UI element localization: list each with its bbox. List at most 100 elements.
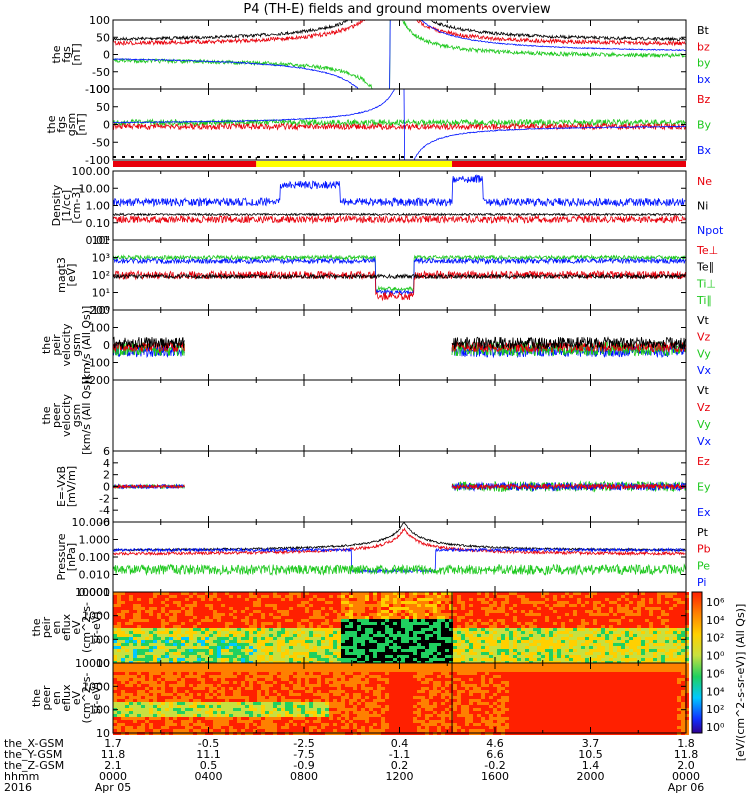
spectrogram-cell xyxy=(117,729,121,732)
spectrogram-cell xyxy=(229,595,233,598)
spectrogram-cell xyxy=(441,604,445,607)
spectrogram-cell xyxy=(373,595,377,598)
spectrogram-cell xyxy=(497,631,501,634)
spectrogram-cell xyxy=(681,622,685,625)
spectrogram-cell xyxy=(153,601,157,604)
spectrogram-cell xyxy=(425,646,429,649)
spectrogram-cell xyxy=(501,631,505,634)
spectrogram-cell xyxy=(577,619,581,622)
trace-Vt xyxy=(451,336,686,351)
spectrogram-cell xyxy=(485,628,489,631)
spectrogram-cell xyxy=(325,610,329,613)
spectrogram-cell xyxy=(229,681,233,684)
spectrogram-cell xyxy=(589,655,593,658)
spectrogram-cell xyxy=(197,601,201,604)
spectrogram-cell xyxy=(497,613,501,616)
spectrogram-cell xyxy=(137,619,141,622)
spectrogram-cell xyxy=(161,595,165,598)
spectrogram-cell xyxy=(565,616,569,619)
spectrogram-cell xyxy=(157,622,161,625)
spectrogram-cell xyxy=(501,598,505,601)
spectrogram-cell xyxy=(669,619,673,622)
spectrogram-cell xyxy=(229,705,233,708)
spectrogram-cell xyxy=(229,637,233,640)
spectrogram-cell xyxy=(393,619,397,622)
spectrogram-cell xyxy=(365,601,369,604)
spectrogram-cell xyxy=(605,655,609,658)
spectrogram-cell xyxy=(357,625,361,628)
spectrogram-cell xyxy=(349,604,353,607)
spectrogram-cell xyxy=(249,717,253,720)
spectrogram-cell xyxy=(681,640,685,643)
legend-Te⊥: Te⊥ xyxy=(696,244,718,257)
spectrogram-cell xyxy=(305,598,309,601)
spectrogram-cell xyxy=(337,634,341,637)
spectrogram-cell xyxy=(237,637,241,640)
spectrogram-cell xyxy=(505,604,509,607)
spectrogram-cell xyxy=(589,607,593,610)
spectrogram-cell xyxy=(453,619,457,622)
spectrogram-cell xyxy=(385,601,389,604)
spectrogram-cell xyxy=(533,634,537,637)
spectrogram-cell xyxy=(145,681,149,684)
spectrogram-cell xyxy=(205,711,209,714)
spectrogram-cell xyxy=(325,616,329,619)
spectrogram-cell xyxy=(237,672,241,675)
spectrogram-cell xyxy=(461,613,465,616)
spectrogram-cell xyxy=(633,604,637,607)
spectrogram-cell xyxy=(497,595,501,598)
spectrogram-cell xyxy=(597,628,601,631)
spectrogram-cell xyxy=(213,690,217,693)
spectrogram-cell xyxy=(181,726,185,729)
spectrogram-cell xyxy=(389,592,393,595)
spectrogram-cell xyxy=(417,649,421,652)
spectrogram-cell xyxy=(229,628,233,631)
spectrogram-cell xyxy=(473,616,477,619)
spectrogram-cell xyxy=(437,637,441,640)
spectrogram-cell xyxy=(461,655,465,658)
spectrogram-cell xyxy=(265,711,269,714)
spectrogram-cell xyxy=(225,652,229,655)
spectrogram-cell xyxy=(205,640,209,643)
spectrogram-cell xyxy=(433,613,437,616)
spectrogram-cell xyxy=(209,702,213,705)
spectrogram-cell xyxy=(329,622,333,625)
spectrogram-cell xyxy=(665,643,669,646)
spectrogram-cell xyxy=(113,714,117,717)
spectrogram-cell xyxy=(329,616,333,619)
spectrogram-cell xyxy=(269,613,273,616)
spectrogram-cell xyxy=(533,655,537,658)
spectrogram-cell xyxy=(585,595,589,598)
spectrogram-cell xyxy=(685,610,689,613)
spectrogram-cell xyxy=(245,705,249,708)
spectrogram-cell xyxy=(565,610,569,613)
spectrogram-cell xyxy=(657,652,661,655)
spectrogram-cell xyxy=(197,640,201,643)
spectrogram-cell xyxy=(233,652,237,655)
spectrogram-cell xyxy=(533,592,537,595)
spectrogram-cell xyxy=(457,595,461,598)
panel-peer_eflux: 10000100010010thepeerenefluxeV(cm^2-s-sr… xyxy=(30,657,689,740)
spectrogram-cell xyxy=(581,619,585,622)
spectrogram-cell xyxy=(129,604,133,607)
spectrogram-cell xyxy=(609,643,613,646)
spectrogram-cell xyxy=(469,640,473,643)
spectrogram-cell xyxy=(261,643,265,646)
spectrogram-cell xyxy=(217,637,221,640)
spectrogram-cell xyxy=(369,598,373,601)
spectrogram-cell xyxy=(489,604,493,607)
spectrogram-cell xyxy=(545,652,549,655)
spectrogram-cell xyxy=(681,598,685,601)
spectrogram-cell xyxy=(209,717,213,720)
spectrogram-cell xyxy=(485,598,489,601)
spectrogram-cell xyxy=(565,652,569,655)
spectrogram-cell xyxy=(313,604,317,607)
spectrogram-cell xyxy=(157,604,161,607)
spectrogram-cell xyxy=(377,595,381,598)
spectrogram-cell xyxy=(189,696,193,699)
spectrogram-cell xyxy=(361,616,365,619)
spectrogram-cell xyxy=(453,616,457,619)
spectrogram-cell xyxy=(137,595,141,598)
spectrogram-cell xyxy=(301,616,305,619)
